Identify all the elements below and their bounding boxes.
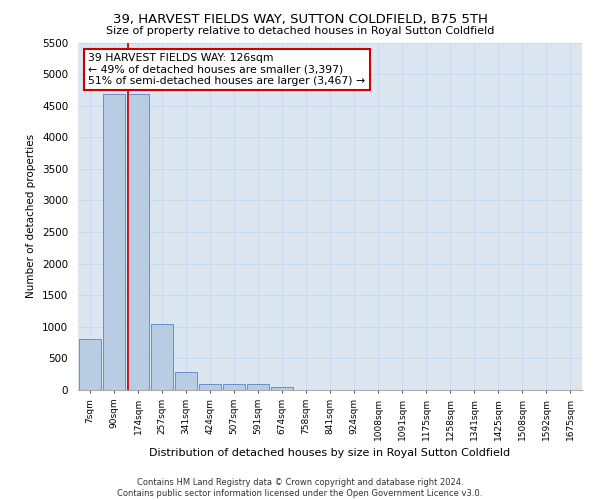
Bar xyxy=(247,384,269,390)
Y-axis label: Number of detached properties: Number of detached properties xyxy=(26,134,37,298)
Bar xyxy=(271,388,293,390)
X-axis label: Distribution of detached houses by size in Royal Sutton Coldfield: Distribution of detached houses by size … xyxy=(149,448,511,458)
Bar xyxy=(127,94,149,390)
Text: Contains HM Land Registry data © Crown copyright and database right 2024.
Contai: Contains HM Land Registry data © Crown c… xyxy=(118,478,482,498)
Bar xyxy=(199,384,221,390)
Bar xyxy=(79,340,101,390)
Text: Size of property relative to detached houses in Royal Sutton Coldfield: Size of property relative to detached ho… xyxy=(106,26,494,36)
Bar xyxy=(103,94,125,390)
Bar xyxy=(223,384,245,390)
Bar xyxy=(151,324,173,390)
Bar xyxy=(175,372,197,390)
Text: 39 HARVEST FIELDS WAY: 126sqm
← 49% of detached houses are smaller (3,397)
51% o: 39 HARVEST FIELDS WAY: 126sqm ← 49% of d… xyxy=(88,53,365,86)
Text: 39, HARVEST FIELDS WAY, SUTTON COLDFIELD, B75 5TH: 39, HARVEST FIELDS WAY, SUTTON COLDFIELD… xyxy=(113,12,487,26)
